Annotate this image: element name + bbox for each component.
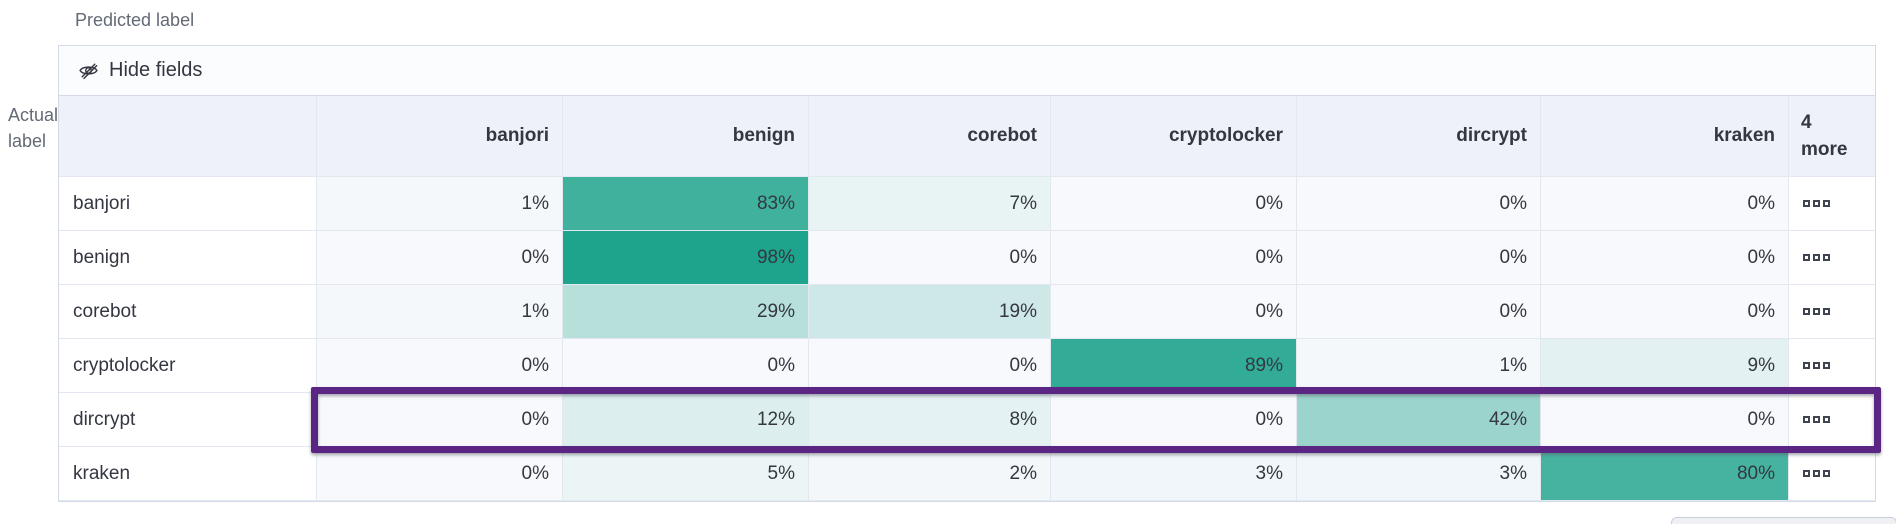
hide-fields-label: Hide fields [109,59,203,81]
cell-benign-corebot[interactable]: 0% [809,231,1051,285]
row-actions-button[interactable] [1803,362,1830,369]
cell-cryptolocker-banjori[interactable]: 0% [317,339,563,393]
data-grid: Hide fields banjori benign corebot cryptolo… [58,45,1881,502]
row-actions-cell [1789,177,1875,231]
boxes-horizontal-icon [1803,254,1810,261]
cell-corebot-cryptolocker[interactable]: 0% [1051,285,1297,339]
boxes-horizontal-icon [1823,416,1830,423]
row-actions-button[interactable] [1803,470,1830,477]
row-label-cryptolocker: cryptolocker [59,339,317,393]
boxes-horizontal-icon [1823,308,1830,315]
cell-benign-kraken[interactable]: 0% [1541,231,1789,285]
column-header-more[interactable]: 4 more [1789,96,1875,177]
row-label-corebot: corebot [59,285,317,339]
cell-dircrypt-benign[interactable]: 12% [563,393,809,447]
cell-kraken-corebot[interactable]: 2% [809,447,1051,501]
cell-dircrypt-banjori[interactable]: 0% [317,393,563,447]
cell-corebot-banjori[interactable]: 1% [317,285,563,339]
row-label-dircrypt: dircrypt [59,393,317,447]
boxes-horizontal-icon [1803,308,1810,315]
confusion-matrix-grid: banjori benign corebot cryptolocker dircrypt… [59,96,1881,501]
cell-benign-cryptolocker[interactable]: 0% [1051,231,1297,285]
column-header-dircrypt[interactable]: dircrypt [1297,96,1541,177]
cell-corebot-dircrypt[interactable]: 0% [1297,285,1541,339]
boxes-horizontal-icon [1803,470,1810,477]
cell-cryptolocker-corebot[interactable]: 0% [809,339,1051,393]
cell-dircrypt-corebot[interactable]: 8% [809,393,1051,447]
column-header-corebot[interactable]: corebot [809,96,1051,177]
boxes-horizontal-icon [1803,200,1810,207]
row-label-benign: benign [59,231,317,285]
cell-cryptolocker-dircrypt[interactable]: 1% [1297,339,1541,393]
cell-kraken-cryptolocker[interactable]: 3% [1051,447,1297,501]
boxes-horizontal-icon [1823,200,1830,207]
cell-banjori-banjori[interactable]: 1% [317,177,563,231]
cell-benign-banjori[interactable]: 0% [317,231,563,285]
boxes-horizontal-icon [1813,308,1820,315]
row-actions-cell [1789,231,1875,285]
cell-cryptolocker-benign[interactable]: 0% [563,339,809,393]
cell-benign-dircrypt[interactable]: 0% [1297,231,1541,285]
cell-cryptolocker-cryptolocker[interactable]: 89% [1051,339,1297,393]
boxes-horizontal-icon [1823,254,1830,261]
corner-header-cell [59,96,317,177]
cell-banjori-cryptolocker[interactable]: 0% [1051,177,1297,231]
boxes-horizontal-icon [1813,416,1820,423]
boxes-horizontal-icon [1823,362,1830,369]
cell-dircrypt-cryptolocker[interactable]: 0% [1051,393,1297,447]
predicted-label-caption: Predicted label [75,10,195,30]
bottom-right-partial-element [1671,517,1896,524]
cell-corebot-kraken[interactable]: 0% [1541,285,1789,339]
column-header-benign[interactable]: benign [563,96,809,177]
row-actions-cell [1789,285,1875,339]
boxes-horizontal-icon [1823,470,1830,477]
cell-banjori-benign[interactable]: 83% [563,177,809,231]
cell-dircrypt-kraken[interactable]: 0% [1541,393,1789,447]
cell-banjori-kraken[interactable]: 0% [1541,177,1789,231]
hide-fields-button[interactable]: Hide fields [78,59,202,82]
boxes-horizontal-icon [1813,362,1820,369]
cell-cryptolocker-kraken[interactable]: 9% [1541,339,1789,393]
cell-banjori-corebot[interactable]: 7% [809,177,1051,231]
boxes-horizontal-icon [1803,362,1810,369]
eye-closed-icon [78,60,99,81]
boxes-horizontal-icon [1813,254,1820,261]
row-label-banjori: banjori [59,177,317,231]
cell-corebot-corebot[interactable]: 19% [809,285,1051,339]
row-actions-cell [1789,339,1875,393]
cell-banjori-dircrypt[interactable]: 0% [1297,177,1541,231]
column-header-banjori[interactable]: banjori [317,96,563,177]
row-actions-cell [1789,447,1875,501]
cell-corebot-benign[interactable]: 29% [563,285,809,339]
boxes-horizontal-icon [1813,470,1820,477]
cell-dircrypt-dircrypt[interactable]: 42% [1297,393,1541,447]
cell-kraken-banjori[interactable]: 0% [317,447,563,501]
cell-kraken-benign[interactable]: 5% [563,447,809,501]
row-actions-button[interactable] [1803,200,1830,207]
boxes-horizontal-icon [1813,200,1820,207]
row-actions-button[interactable] [1803,416,1830,423]
column-header-kraken[interactable]: kraken [1541,96,1789,177]
cell-kraken-kraken[interactable]: 80% [1541,447,1789,501]
cell-kraken-dircrypt[interactable]: 3% [1297,447,1541,501]
boxes-horizontal-icon [1803,416,1810,423]
actual-label-caption: Actual label [8,105,59,151]
row-actions-cell [1789,393,1875,447]
row-actions-button[interactable] [1803,308,1830,315]
row-label-kraken: kraken [59,447,317,501]
column-header-cryptolocker[interactable]: cryptolocker [1051,96,1297,177]
row-actions-button[interactable] [1803,254,1830,261]
grid-toolbar: Hide fields [59,46,1875,96]
cell-benign-benign[interactable]: 98% [563,231,809,285]
